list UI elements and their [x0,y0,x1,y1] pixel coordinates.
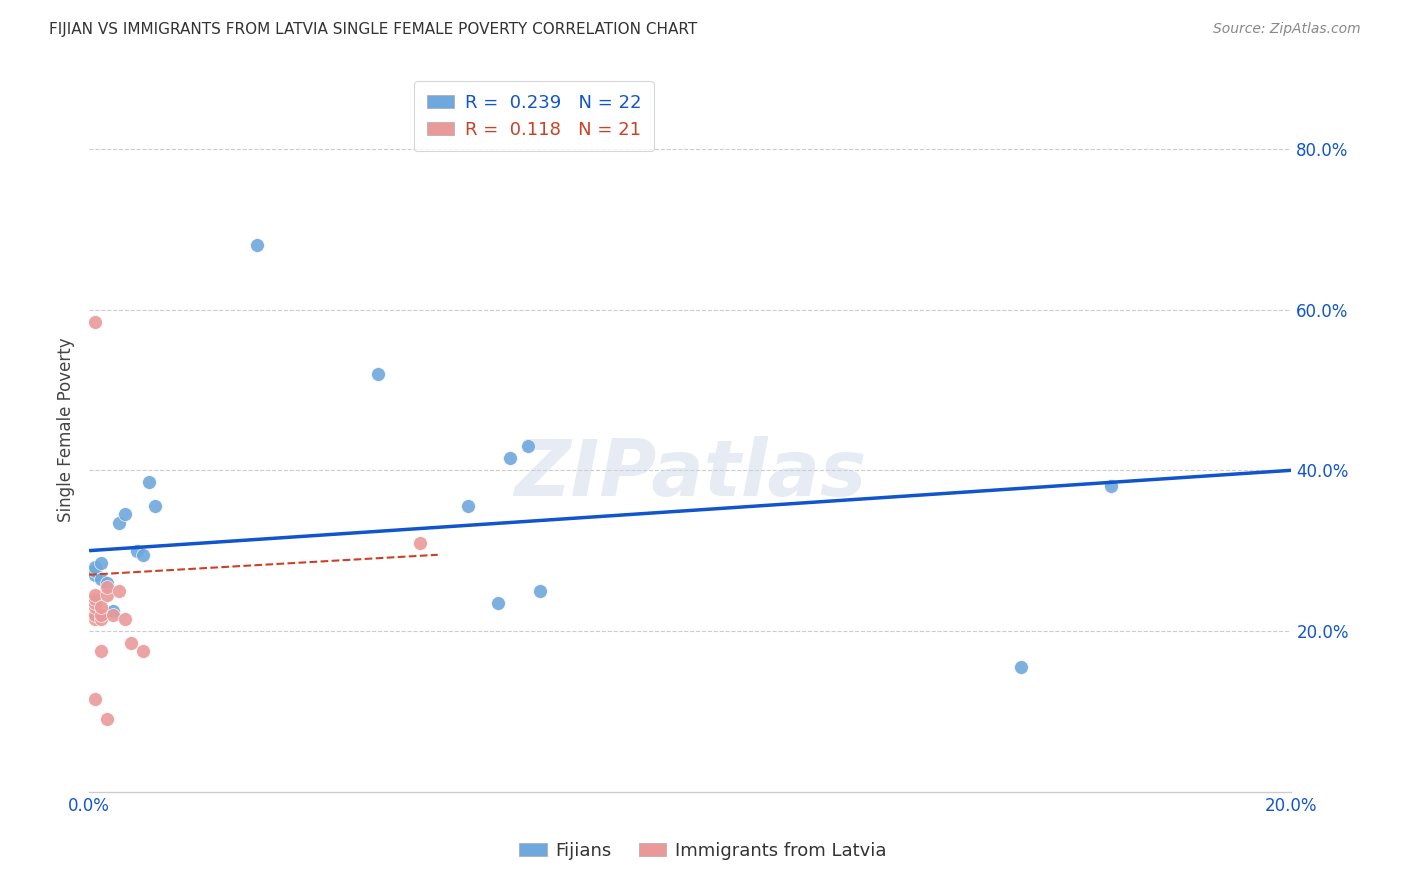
Point [132,548,155,562]
Point [114,508,136,522]
Point [529,583,551,598]
Point [90,644,112,658]
Point [1099,479,1122,493]
Point [84,607,107,622]
Point [84,692,107,706]
Point [108,516,131,530]
Point [101,604,124,618]
Point [246,238,269,252]
Point [132,644,155,658]
Point [96,712,118,726]
Point [90,612,112,626]
Point [84,567,107,582]
Legend: R =  0.239   N = 22, R =  0.118   N = 21: R = 0.239 N = 22, R = 0.118 N = 21 [415,81,654,152]
Point [96,588,118,602]
Point [84,559,107,574]
Point [1010,660,1032,674]
Point [143,500,166,514]
Point [499,451,522,466]
Point [138,475,160,490]
Point [516,439,538,453]
Point [367,367,389,381]
Point [108,583,131,598]
Point [96,575,118,590]
Point [127,543,149,558]
Point [114,612,136,626]
Point [96,580,118,594]
Point [84,591,107,606]
Point [486,596,509,610]
Point [90,556,112,570]
Point [90,599,112,614]
Point [120,636,142,650]
Point [84,315,107,329]
Point [409,535,432,549]
Legend: Fijians, Immigrants from Latvia: Fijians, Immigrants from Latvia [512,835,894,867]
Point [84,612,107,626]
Point [84,588,107,602]
Point [101,607,124,622]
Point [84,564,107,578]
Point [84,599,107,614]
Text: FIJIAN VS IMMIGRANTS FROM LATVIA SINGLE FEMALE POVERTY CORRELATION CHART: FIJIAN VS IMMIGRANTS FROM LATVIA SINGLE … [49,22,697,37]
Point [90,607,112,622]
Text: ZIPatlas: ZIPatlas [515,435,866,511]
Point [90,572,112,586]
Y-axis label: Single Female Poverty: Single Female Poverty [58,338,75,523]
Point [84,596,107,610]
Text: Source: ZipAtlas.com: Source: ZipAtlas.com [1213,22,1361,37]
Point [457,500,479,514]
